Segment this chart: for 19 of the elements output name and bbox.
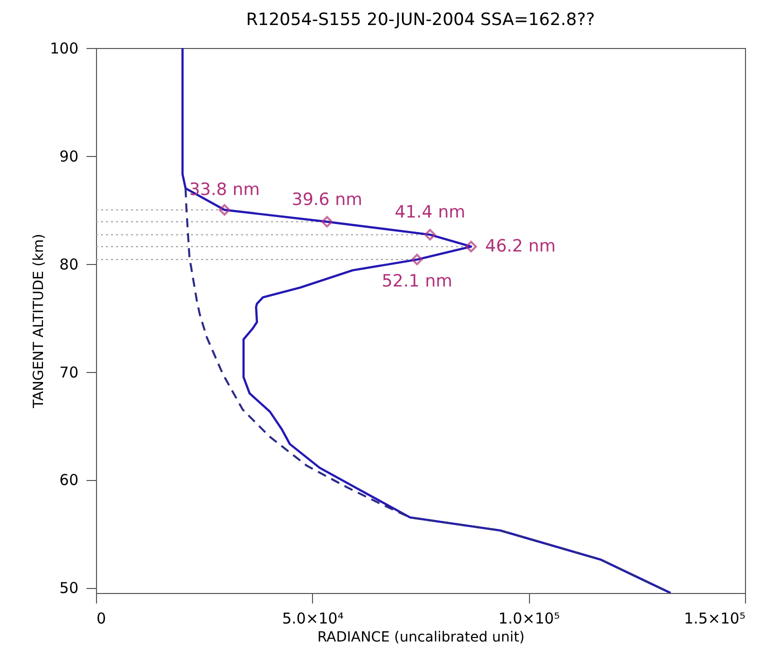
annotation: 46.2 nm xyxy=(485,236,556,257)
x-tick-label: 1.5×10⁵ xyxy=(684,610,746,628)
x-tick-label: 0 xyxy=(96,610,106,628)
x-tick-label: 5.0×10⁴ xyxy=(282,610,344,628)
y-tick-label: 80 xyxy=(59,255,78,274)
y-tick-label: 70 xyxy=(59,363,78,382)
annotation: 52.1 nm xyxy=(382,272,452,292)
x-tick-label: 1.0×10⁵ xyxy=(498,610,560,628)
x-axis-title: RADIANCE (uncalibrated unit) xyxy=(317,630,525,646)
annotation: 39.6 nm xyxy=(292,190,362,210)
y-tick-label: 50 xyxy=(59,579,78,598)
annotation: 33.8 nm xyxy=(189,180,260,200)
y-tick-label: 90 xyxy=(59,147,78,166)
y-tick-label: 60 xyxy=(59,471,78,490)
y-tick-label: 100 xyxy=(50,40,78,58)
line-series xyxy=(181,48,672,593)
y-axis-title: TANGENT ALTITUDE (km) xyxy=(30,234,47,410)
chart-title: R12054-S155 20-JUN-2004 SSA=162.8?? xyxy=(246,10,595,30)
annotation: 41.4 nm xyxy=(394,202,466,223)
